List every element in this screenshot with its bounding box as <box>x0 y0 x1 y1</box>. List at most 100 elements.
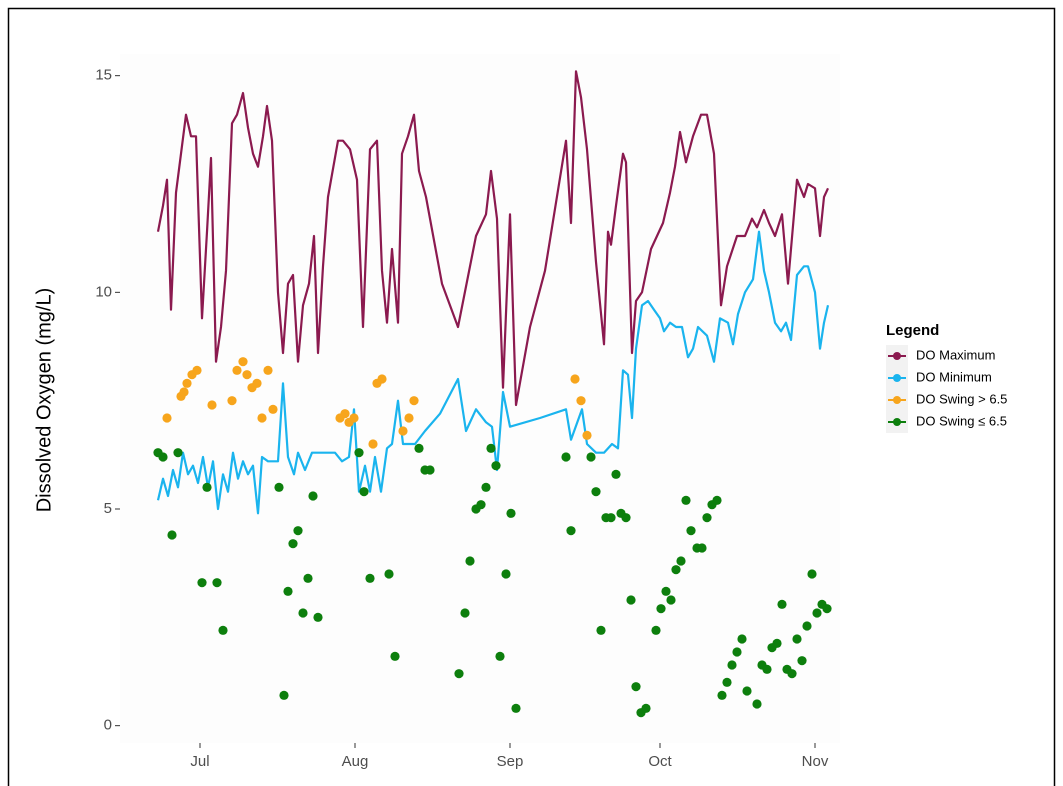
legend-key-dot <box>893 396 901 404</box>
data-point <box>671 565 681 575</box>
y-tick-label: 5 <box>104 500 112 517</box>
data-point <box>651 625 661 635</box>
data-point <box>227 396 237 406</box>
data-point <box>481 482 491 492</box>
data-point <box>384 569 394 579</box>
data-point <box>807 569 817 579</box>
data-point <box>212 578 222 588</box>
data-point <box>218 625 228 635</box>
data-point <box>288 539 298 549</box>
data-point <box>702 513 712 523</box>
plot-panel <box>120 54 840 743</box>
data-point <box>252 378 262 388</box>
data-point <box>717 690 727 700</box>
data-point <box>737 634 747 644</box>
data-point <box>596 625 606 635</box>
data-point <box>697 543 707 553</box>
data-point <box>162 413 172 423</box>
data-point <box>787 669 797 679</box>
data-point <box>586 452 596 462</box>
data-point <box>359 487 369 497</box>
data-point <box>158 452 168 462</box>
data-point <box>611 469 621 479</box>
data-point <box>279 690 289 700</box>
data-point <box>752 699 762 709</box>
data-point <box>802 621 812 631</box>
data-point <box>506 508 516 518</box>
data-point <box>283 586 293 596</box>
data-point <box>732 647 742 657</box>
data-point <box>772 638 782 648</box>
plot: 0 5 10 15 Jul Aug Sep Oct Nov <box>95 67 832 770</box>
legend-title: Legend <box>886 322 939 339</box>
data-point <box>762 664 772 674</box>
data-point <box>641 703 651 713</box>
data-point <box>207 400 217 410</box>
data-point <box>257 413 267 423</box>
data-point <box>582 430 592 440</box>
data-point <box>686 526 696 536</box>
data-point <box>404 413 414 423</box>
data-point <box>501 569 511 579</box>
data-point <box>232 365 242 375</box>
data-point <box>727 660 737 670</box>
data-point <box>591 487 601 497</box>
data-point <box>179 387 189 397</box>
data-point <box>797 656 807 666</box>
data-point <box>491 461 501 471</box>
legend-key-dot <box>893 374 901 382</box>
data-point <box>631 682 641 692</box>
x-tick-label: Nov <box>802 753 829 770</box>
y-axis-title: Dissolved Oxygen (mg/L) <box>33 288 55 513</box>
data-point <box>561 452 571 462</box>
data-point <box>626 595 636 605</box>
data-point <box>192 365 202 375</box>
data-point <box>681 495 691 505</box>
legend-label: DO Swing ≤ 6.5 <box>916 413 1007 428</box>
x-tick-label: Aug <box>342 753 369 770</box>
data-point <box>425 465 435 475</box>
legend-key-dot <box>893 418 901 426</box>
legend-label: DO Swing > 6.5 <box>916 391 1007 406</box>
data-point <box>167 530 177 540</box>
data-point <box>460 608 470 618</box>
data-point <box>621 513 631 523</box>
data-point <box>349 413 359 423</box>
data-point <box>566 526 576 536</box>
data-point <box>576 396 586 406</box>
legend: Legend DO Maximum DO Minimum DO Swing > 6.5… <box>886 322 1007 433</box>
data-point <box>365 573 375 583</box>
data-point <box>742 686 752 696</box>
data-point <box>398 426 408 436</box>
data-point <box>274 482 284 492</box>
data-point <box>666 595 676 605</box>
data-point <box>476 500 486 510</box>
data-point <box>661 586 671 596</box>
y-tick-label: 15 <box>95 67 112 84</box>
y-tick-label: 10 <box>95 283 112 300</box>
data-point <box>238 357 248 367</box>
data-point <box>414 443 424 453</box>
data-point <box>722 677 732 687</box>
data-point <box>656 604 666 614</box>
legend-label: DO Minimum <box>916 369 992 384</box>
data-point <box>268 404 278 414</box>
data-point <box>354 448 364 458</box>
legend-key-dot <box>893 352 901 360</box>
series-line <box>156 230 830 515</box>
data-point <box>676 556 686 566</box>
data-point <box>242 370 252 380</box>
data-point <box>777 599 787 609</box>
data-point <box>570 374 580 384</box>
data-point <box>465 556 475 566</box>
data-point <box>390 651 400 661</box>
data-point <box>197 578 207 588</box>
data-point <box>313 612 323 622</box>
data-point <box>182 378 192 388</box>
data-point <box>409 396 419 406</box>
data-point <box>202 482 212 492</box>
data-point <box>308 491 318 501</box>
data-point <box>812 608 822 618</box>
data-point <box>340 409 350 419</box>
